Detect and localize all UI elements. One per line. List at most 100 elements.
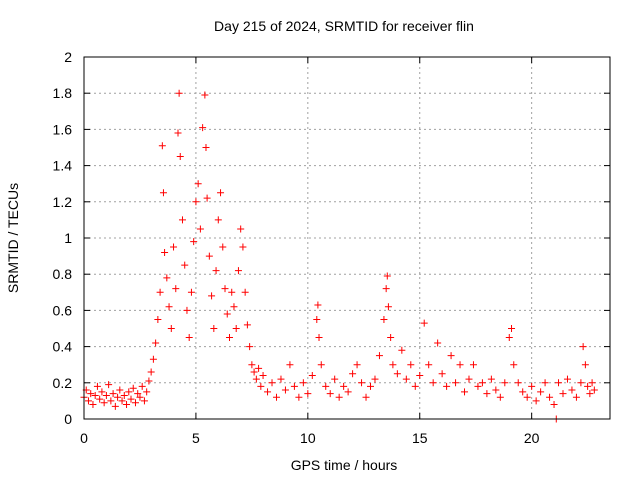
data-point <box>344 388 352 396</box>
data-point <box>335 393 343 401</box>
data-point <box>127 395 135 403</box>
data-point <box>129 384 137 392</box>
data-point <box>138 382 146 390</box>
data-point <box>84 397 92 405</box>
data-point <box>563 375 571 383</box>
data-point <box>380 315 388 323</box>
data-point <box>429 379 437 387</box>
data-point <box>205 252 213 260</box>
data-point <box>416 372 424 380</box>
data-point <box>172 285 180 293</box>
data-point <box>102 391 110 399</box>
data-point <box>532 397 540 405</box>
y-tick-label: 1.8 <box>53 85 73 101</box>
data-point <box>577 379 585 387</box>
data-point <box>259 372 267 380</box>
y-tick-label: 0 <box>64 411 72 427</box>
y-tick-label: 2 <box>64 49 72 65</box>
data-point <box>581 361 589 369</box>
data-point <box>315 334 323 342</box>
data-point <box>170 243 178 251</box>
x-tick-label: 15 <box>412 430 428 446</box>
data-point <box>234 267 242 275</box>
data-point <box>246 343 254 351</box>
data-point <box>239 243 247 251</box>
data-point <box>272 393 280 401</box>
data-point <box>568 386 576 394</box>
data-point <box>93 382 101 390</box>
data-point <box>107 397 115 405</box>
data-point <box>384 303 392 311</box>
data-point <box>407 361 415 369</box>
data-point <box>299 379 307 387</box>
data-point <box>579 343 587 351</box>
data-point <box>136 393 144 401</box>
data-point <box>219 243 227 251</box>
data-point <box>456 361 464 369</box>
data-point <box>295 393 303 401</box>
data-point <box>147 368 155 376</box>
data-point <box>230 303 238 311</box>
data-point <box>194 180 202 188</box>
data-point <box>474 382 482 390</box>
data-point <box>537 388 545 396</box>
data-point <box>550 401 558 409</box>
data-point <box>91 391 99 399</box>
data-point <box>559 390 567 398</box>
data-point <box>210 325 218 332</box>
data-point <box>125 388 133 396</box>
data-point <box>277 375 285 383</box>
data-point <box>387 334 395 342</box>
data-point <box>175 89 183 97</box>
data-point <box>123 401 131 409</box>
data-point <box>353 361 361 369</box>
x-axis-label: GPS time / hours <box>291 457 398 473</box>
data-point <box>382 285 390 293</box>
data-point <box>196 225 204 233</box>
data-point <box>268 379 276 387</box>
data-point <box>443 382 451 390</box>
data-point <box>118 397 126 405</box>
y-tick-label: 1.6 <box>53 121 73 137</box>
data-point <box>250 368 258 376</box>
data-point <box>590 386 598 394</box>
data-point <box>317 361 325 369</box>
y-tick-label: 1.4 <box>53 158 73 174</box>
data-point <box>187 288 195 296</box>
axis-ticks <box>83 56 610 420</box>
chart-title: Day 215 of 2024, SRMTID for receiver fli… <box>214 18 474 34</box>
data-point <box>114 393 122 401</box>
y-tick-label: 1.2 <box>53 194 73 210</box>
data-point <box>105 381 113 389</box>
data-point <box>140 397 148 405</box>
data-point <box>510 361 518 369</box>
y-tick-label: 0.4 <box>53 339 73 355</box>
data-point <box>478 379 486 387</box>
data-point <box>111 402 119 410</box>
data-point <box>362 393 370 401</box>
data-point <box>326 390 334 398</box>
data-point <box>202 144 210 151</box>
data-point <box>452 379 460 387</box>
data-point <box>134 390 142 398</box>
data-point <box>158 142 166 150</box>
data-point <box>181 261 189 269</box>
data-point <box>461 388 469 396</box>
data-point <box>87 390 95 398</box>
data-point <box>100 399 108 407</box>
data-point <box>257 382 265 390</box>
x-tick-label: 5 <box>192 430 200 446</box>
data-point <box>156 288 164 296</box>
data-point <box>225 334 233 342</box>
y-tick-label: 0.6 <box>53 302 73 318</box>
data-point <box>523 393 531 401</box>
data-point <box>425 361 433 369</box>
data-point <box>367 382 375 390</box>
x-tick-label: 10 <box>300 430 316 446</box>
data-point <box>221 285 229 293</box>
data-point <box>192 198 200 206</box>
data-point <box>586 390 594 398</box>
data-point <box>203 194 211 202</box>
data-point <box>492 386 500 394</box>
